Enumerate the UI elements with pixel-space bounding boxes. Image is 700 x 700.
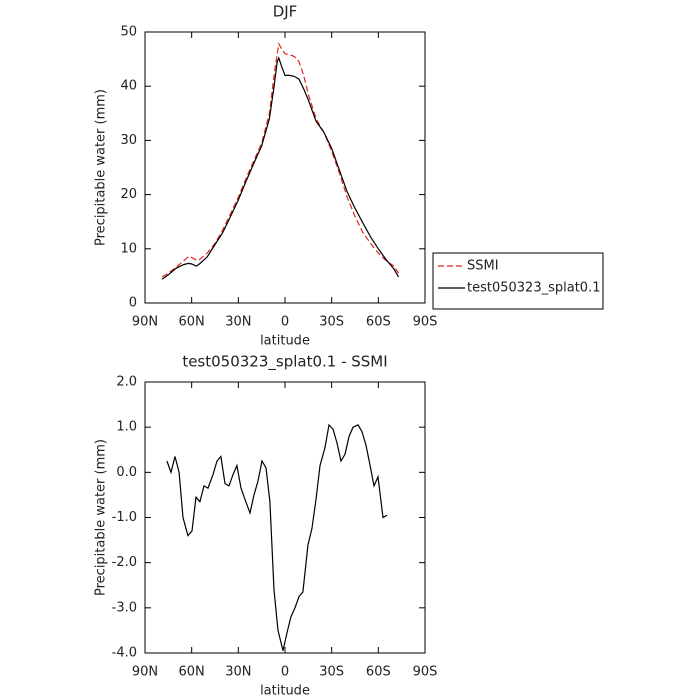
x-axis-label: latitude bbox=[260, 684, 310, 699]
x-tick-label: 30N bbox=[225, 315, 251, 330]
x-tick-label: 60S bbox=[366, 315, 391, 330]
plot-frame bbox=[144, 31, 426, 304]
y-tick-label: -1.0 bbox=[112, 510, 137, 525]
legend-label: test050323_splat0.1 bbox=[467, 281, 600, 296]
y-tick-label: 20 bbox=[120, 187, 137, 202]
x-tick-label: 90S bbox=[413, 315, 438, 330]
legend-label: SSMI bbox=[467, 259, 499, 274]
y-tick-label: 0 bbox=[129, 296, 137, 311]
x-tick-label: 90N bbox=[132, 315, 158, 330]
x-tick-label: 60N bbox=[179, 315, 205, 330]
chart-title: test050323_splat0.1 - SSMI bbox=[182, 353, 387, 372]
y-tick-label: 30 bbox=[120, 133, 137, 148]
x-tick-label: 0 bbox=[281, 315, 289, 330]
y-tick-label: 1.0 bbox=[116, 420, 137, 435]
chart-title: DJF bbox=[273, 3, 298, 21]
y-tick-label: 2.0 bbox=[116, 375, 137, 390]
x-tick-label: 60S bbox=[366, 665, 391, 680]
x-tick-label: 30S bbox=[319, 665, 344, 680]
x-axis-label: latitude bbox=[260, 334, 310, 349]
x-tick-label: 30N bbox=[225, 665, 251, 680]
y-axis-label: Precipitable water (mm) bbox=[94, 89, 109, 246]
legend-box bbox=[432, 252, 604, 310]
x-tick-label: 90N bbox=[132, 665, 158, 680]
x-tick-label: 90S bbox=[413, 665, 438, 680]
y-tick-label: 40 bbox=[120, 79, 137, 94]
x-tick-label: 30S bbox=[319, 315, 344, 330]
x-tick-label: 60N bbox=[179, 665, 205, 680]
data-line bbox=[161, 56, 400, 280]
data-line bbox=[166, 423, 388, 651]
y-axis-label: Precipitable water (mm) bbox=[94, 439, 109, 596]
y-tick-label: -3.0 bbox=[112, 600, 137, 615]
y-tick-label: 0.0 bbox=[116, 465, 137, 480]
y-tick-label: 10 bbox=[120, 241, 137, 256]
y-tick-label: 50 bbox=[120, 25, 137, 40]
y-tick-label: -2.0 bbox=[112, 555, 137, 570]
y-tick-label: -4.0 bbox=[112, 646, 137, 661]
x-tick-label: 0 bbox=[281, 665, 289, 680]
data-line bbox=[161, 42, 400, 278]
